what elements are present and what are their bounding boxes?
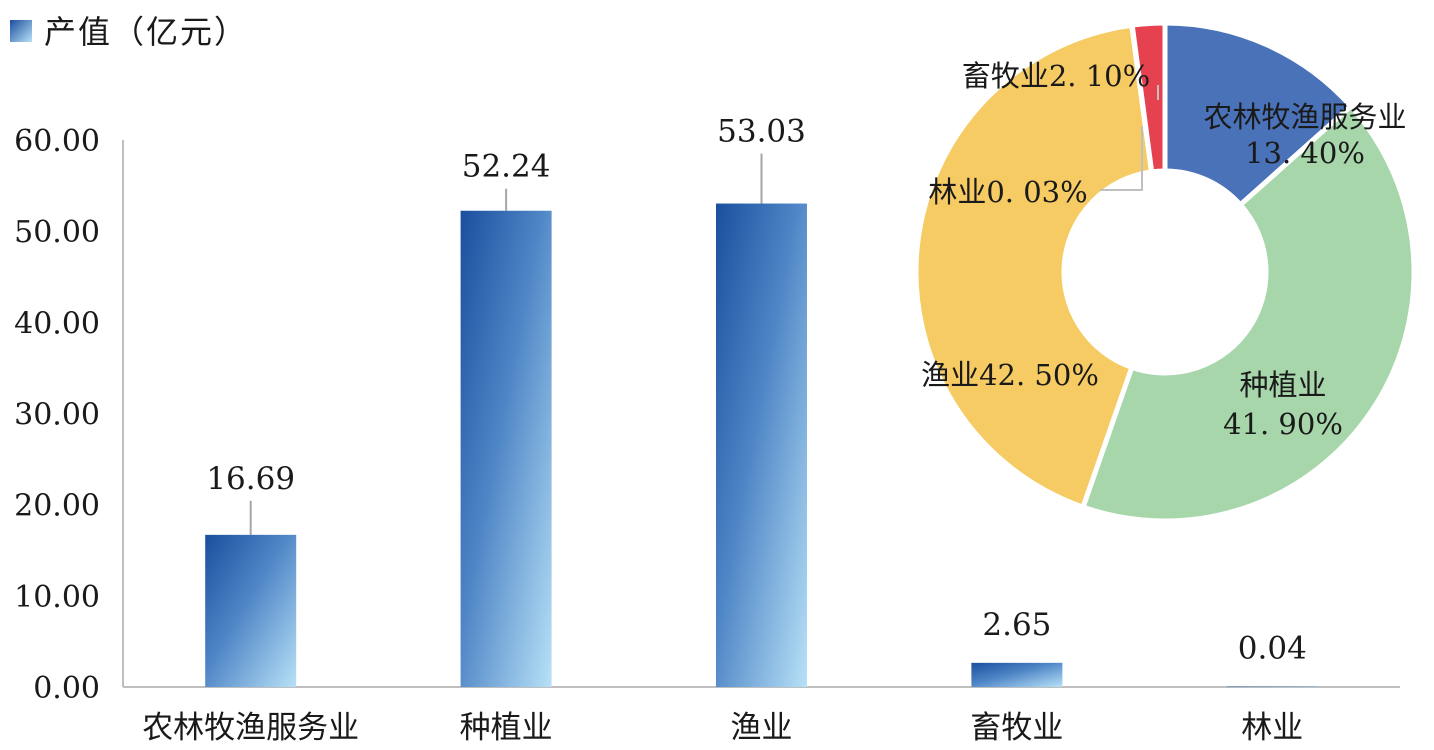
y-tick-labels: 0.00 10.00 20.00 30.00 40.00 50.00 60.00 — [14, 124, 100, 706]
category-labels: 农林牧渔服务业 种植业 渔业 畜牧业 林业 — [142, 710, 1303, 746]
category-label: 林业 — [1241, 710, 1303, 746]
y-tick-label: 0.00 — [33, 671, 100, 706]
y-tick-label: 50.00 — [14, 215, 100, 250]
y-tick-label: 60.00 — [14, 124, 100, 159]
donut-label: 种植业 — [1239, 368, 1326, 402]
value-label: 2.65 — [982, 607, 1051, 643]
donut-leaders — [1100, 85, 1159, 191]
y-tick-label: 30.00 — [14, 398, 100, 433]
donut-slice — [1079, 102, 1417, 524]
donut-label: 渔业42. 50% — [921, 358, 1099, 392]
donut-slice — [1162, 20, 1355, 209]
donut-label: 林业0. 03% — [928, 175, 1087, 209]
bar — [971, 662, 1063, 687]
category-label: 种植业 — [460, 710, 553, 746]
category-label: 渔业 — [731, 710, 793, 746]
bar — [460, 210, 552, 687]
y-tick-label: 20.00 — [14, 489, 100, 524]
category-label: 农林牧渔服务业 — [142, 710, 359, 746]
donut-slice — [1129, 20, 1168, 175]
y-tick-label: 40.00 — [14, 306, 100, 341]
donut-leader — [1100, 126, 1143, 191]
donut-slices — [913, 20, 1417, 524]
bar — [205, 534, 297, 687]
donut-label: 农林牧渔服务业 — [1203, 100, 1406, 134]
donut-label: 13. 40% — [1245, 136, 1365, 170]
bar — [716, 203, 807, 688]
category-label: 畜牧业 — [970, 710, 1063, 746]
donut-slice — [913, 22, 1155, 511]
value-leaders — [249, 153, 763, 535]
value-label: 16.69 — [206, 461, 295, 497]
value-labels: 16.69 52.24 53.03 2.65 0.04 — [206, 114, 1306, 667]
legend-swatch — [10, 20, 32, 42]
legend-label: 产值（亿元） — [44, 13, 248, 51]
bars — [205, 203, 1318, 688]
donut-label: 41. 90% — [1223, 407, 1343, 441]
donut-label: 畜牧业2. 10% — [962, 59, 1150, 93]
bar — [1226, 686, 1318, 688]
value-label: 52.24 — [462, 149, 551, 185]
y-tick-label: 10.00 — [14, 580, 100, 615]
legend: 产值（亿元） — [10, 13, 248, 51]
value-label: 53.03 — [717, 114, 806, 150]
value-label: 0.04 — [1238, 631, 1307, 667]
